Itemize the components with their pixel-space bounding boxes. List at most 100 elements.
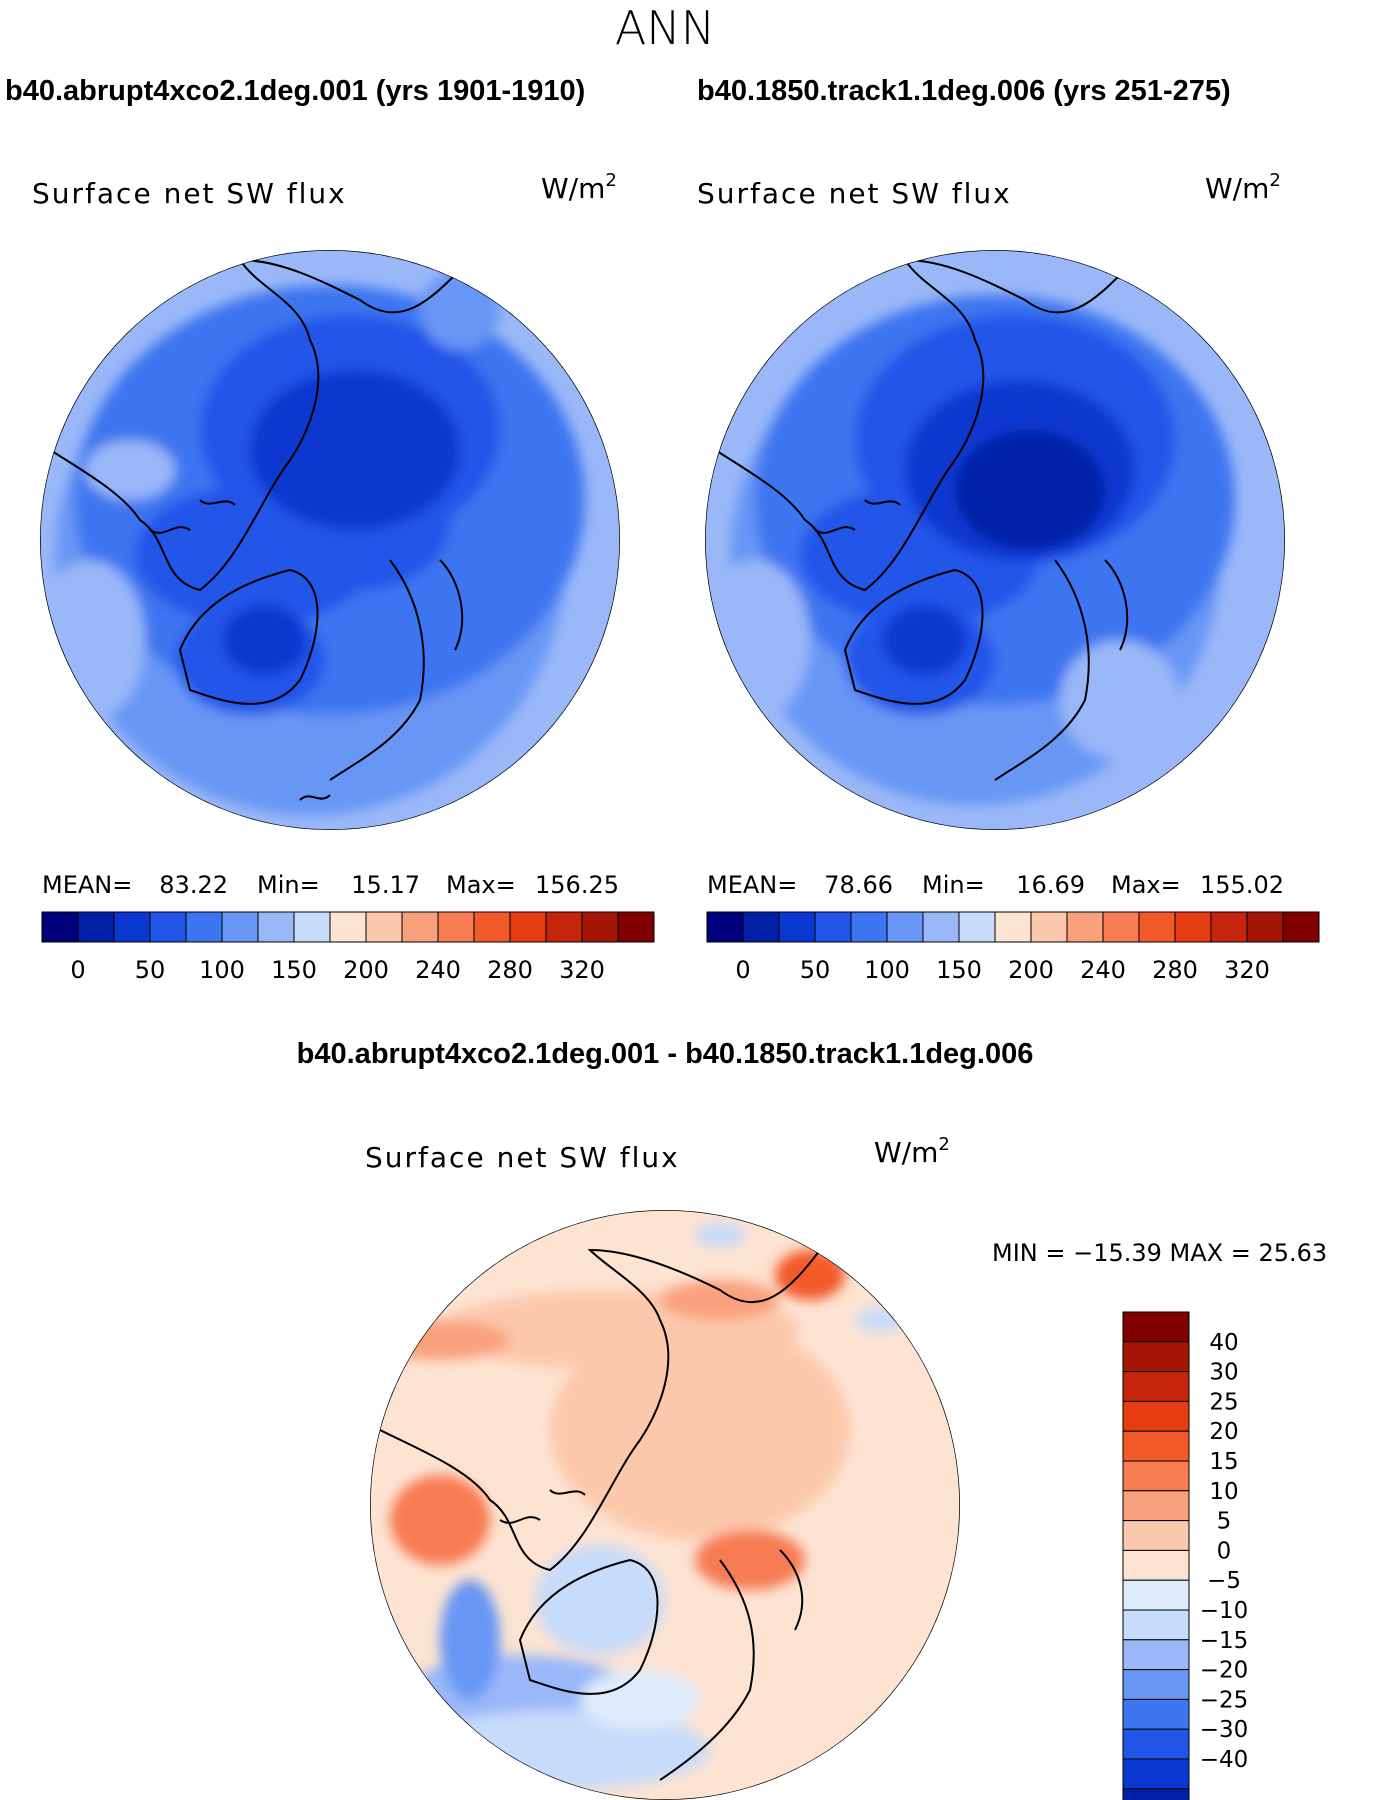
diff-colorbar-box — [1122, 1460, 1190, 1492]
panel-control: b40.1850.track1.1deg.006 (yrs 251-275) S… — [697, 75, 1320, 984]
diff-colorbar-box — [1122, 1758, 1190, 1790]
diff-colorbar: 40 30 25 20 15 10 5 0 −5 −10 −15 −20 −25 −30 −40 — [1122, 1311, 1249, 1800]
diff-colorbar-box — [1122, 1669, 1190, 1700]
diff-colorbar-label: −30 — [1200, 1717, 1249, 1743]
panel-a-colorbar-box — [437, 911, 475, 943]
panel-a-colorbar: 0 50 100 150 200 240 280 320 — [41, 911, 655, 984]
panel-b-colorbar-box — [922, 911, 960, 943]
panel-b-colorbar-tick: 320 — [1224, 956, 1270, 984]
panel-difference: b40.abrupt4xco2.1deg.001 - b40.1850.trac… — [297, 1038, 1327, 1800]
panel-b-colorbar-tick: 200 — [1008, 956, 1054, 984]
panel-b-colorbar-box — [886, 911, 924, 943]
panel-b-min-value: 16.69 — [1016, 871, 1085, 899]
panel-b-colorbar-tick: 280 — [1152, 956, 1198, 984]
panel-b-colorbar-box — [958, 911, 996, 943]
panel-a-mean-value: 83.22 — [159, 871, 228, 899]
diff-colorbar-label: −40 — [1200, 1747, 1249, 1773]
panel-a-colorbar-tick: 0 — [70, 956, 85, 984]
panel-a-stats: MEAN= 83.22 Min= 15.17 Max= 156.25 — [42, 871, 619, 899]
panel-abrupt4xco2: b40.abrupt4xco2.1deg.001 (yrs 1901-1910)… — [5, 75, 655, 984]
panel-a-unit: W/m2 — [541, 170, 617, 205]
panel-b-colorbar-box — [814, 911, 852, 943]
panel-b-colorbar-box — [1066, 911, 1104, 943]
diff-colorbar-box — [1122, 1549, 1190, 1581]
diff-colorbar-label: 0 — [1217, 1538, 1232, 1564]
panel-a-colorbar-box — [293, 911, 331, 943]
diff-colorbar-box — [1122, 1728, 1190, 1760]
panel-a-header: b40.abrupt4xco2.1deg.001 (yrs 1901-1910) — [5, 75, 585, 107]
diff-colorbar-label: 5 — [1217, 1509, 1232, 1535]
diff-colorbar-label: 30 — [1209, 1360, 1238, 1386]
panel-b-colorbar-box — [1102, 911, 1140, 943]
diff-header: b40.abrupt4xco2.1deg.001 - b40.1850.trac… — [297, 1038, 1034, 1070]
panel-a-colorbar-box — [41, 911, 79, 943]
diff-colorbar-box — [1122, 1579, 1190, 1611]
panel-a-colorbar-box — [149, 911, 187, 943]
panel-b-colorbar-box — [1030, 911, 1068, 943]
panel-b-colorbar-box — [994, 911, 1032, 943]
panel-a-colorbar-box — [401, 911, 439, 943]
diff-colorbar-label: 10 — [1209, 1479, 1238, 1505]
panel-a-colorbar-box — [329, 911, 367, 943]
panel-a-mean-label: MEAN= — [42, 871, 132, 899]
panel-b-variable: Surface net SW flux — [697, 177, 1012, 210]
panel-a-colorbar-box — [509, 911, 547, 943]
diff-map — [370, 1210, 960, 1800]
panel-b-colorbar-tick: 100 — [864, 956, 910, 984]
panel-b-stats: MEAN= 78.66 Min= 16.69 Max= 155.02 — [707, 871, 1284, 899]
diff-variable: Surface net SW flux — [365, 1141, 680, 1174]
panel-a-colorbar-box — [365, 911, 403, 943]
panel-b-colorbar: 0 50 100 150 200 240 280 320 — [706, 911, 1320, 984]
page-title: ANN — [615, 1, 715, 55]
diff-colorbar-box — [1122, 1430, 1190, 1462]
diff-colorbar-label: −10 — [1200, 1598, 1249, 1624]
panel-b-header: b40.1850.track1.1deg.006 (yrs 251-275) — [697, 75, 1231, 107]
panel-b-colorbar-box — [850, 911, 888, 943]
panel-b-min-label: Min= — [922, 871, 985, 899]
panel-b-colorbar-tick: 50 — [800, 956, 831, 984]
panel-b-colorbar-tick: 150 — [936, 956, 982, 984]
panel-b-colorbar-box — [1174, 911, 1212, 943]
panel-a-min-value: 15.17 — [351, 871, 420, 899]
panel-a-colorbar-tick: 200 — [343, 956, 389, 984]
panel-b-mean-value: 78.66 — [824, 871, 893, 899]
panel-a-coastlines — [40, 258, 464, 801]
diff-colorbar-box — [1122, 1520, 1190, 1551]
panel-b-colorbar-box — [706, 911, 744, 943]
panel-a-max-label: Max= — [446, 871, 516, 899]
diff-colorbar-box — [1122, 1788, 1190, 1800]
panel-b-colorbar-box — [778, 911, 816, 943]
panel-a-map — [40, 250, 620, 830]
panel-b-max-value: 155.02 — [1200, 871, 1284, 899]
diff-unit: W/m2 — [874, 1134, 950, 1169]
panel-a-colorbar-box — [617, 911, 655, 943]
panel-a-colorbar-box — [257, 911, 295, 943]
diff-colorbar-box — [1122, 1698, 1190, 1730]
panel-b-mean-label: MEAN= — [707, 871, 797, 899]
diff-colorbar-label: −20 — [1200, 1658, 1249, 1684]
diff-colorbar-box — [1122, 1311, 1190, 1343]
diff-colorbar-label: 20 — [1209, 1419, 1238, 1445]
panel-b-max-label: Max= — [1111, 871, 1181, 899]
panel-a-colorbar-box — [77, 911, 115, 943]
panel-a-colorbar-box — [581, 911, 619, 943]
diff-colorbar-label: 15 — [1209, 1449, 1238, 1475]
panel-a-variable: Surface net SW flux — [32, 177, 347, 210]
panel-b-unit: W/m2 — [1205, 170, 1281, 205]
diff-colorbar-box — [1122, 1490, 1190, 1522]
panel-a-min-label: Min= — [257, 871, 320, 899]
diff-colorbar-box — [1122, 1341, 1190, 1373]
panel-a-colorbar-tick: 240 — [415, 956, 461, 984]
diff-colorbar-label: 40 — [1209, 1330, 1238, 1356]
panel-b-colorbar-tick: 240 — [1080, 956, 1126, 984]
diff-colorbar-label: −15 — [1200, 1628, 1249, 1654]
panel-a-colorbar-box — [473, 911, 511, 943]
panel-a-colorbar-box — [113, 911, 151, 943]
panel-b-colorbar-box — [1282, 911, 1320, 943]
panel-a-colorbar-tick: 50 — [135, 956, 166, 984]
panel-b-coastlines — [705, 258, 1129, 781]
panel-b-map — [705, 250, 1285, 830]
diff-colorbar-box — [1122, 1609, 1190, 1641]
panel-a-colorbar-tick: 150 — [271, 956, 317, 984]
panel-b-colorbar-tick: 0 — [735, 956, 750, 984]
